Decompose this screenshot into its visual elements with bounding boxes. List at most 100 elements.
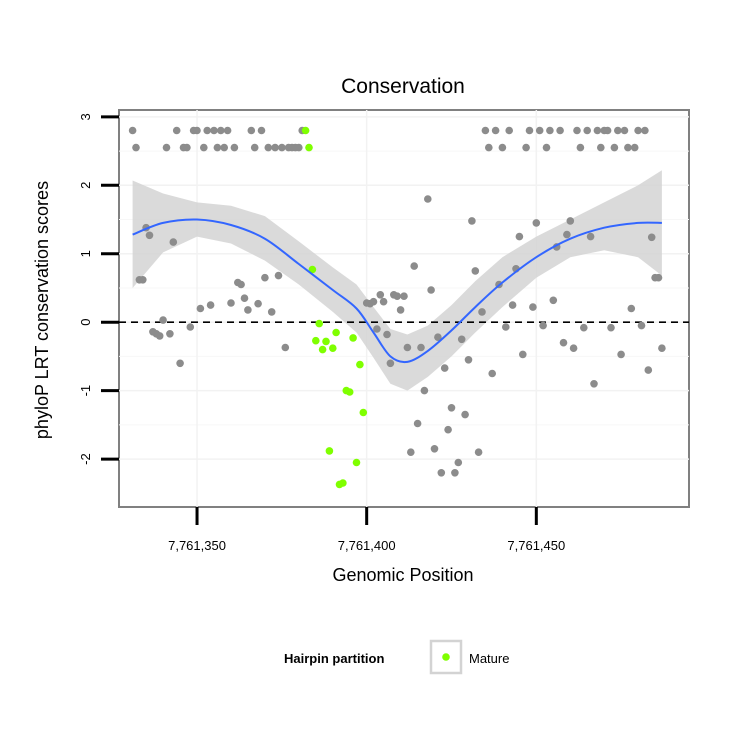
data-point-other bbox=[529, 303, 537, 311]
data-point-other bbox=[566, 217, 575, 225]
x-axis-title: Genomic Position bbox=[332, 565, 473, 585]
data-point-other bbox=[654, 273, 663, 282]
data-point-other bbox=[393, 292, 402, 301]
data-point-other bbox=[403, 343, 412, 352]
data-point-other bbox=[427, 286, 435, 294]
data-point-other bbox=[481, 126, 490, 135]
smooth-fit-layer bbox=[132, 218, 662, 364]
data-point-mature bbox=[305, 143, 313, 152]
legend-key-mature-marker bbox=[442, 653, 450, 661]
data-point-other bbox=[400, 292, 408, 301]
data-point-other bbox=[563, 230, 571, 239]
y-tick-label: 0 bbox=[78, 319, 93, 326]
data-point-mature bbox=[356, 360, 364, 369]
data-point-other bbox=[420, 386, 429, 395]
data-point-other bbox=[535, 126, 544, 135]
data-point-other bbox=[434, 333, 442, 342]
data-point-other bbox=[373, 325, 381, 333]
data-point-other bbox=[424, 195, 432, 203]
data-point-other bbox=[525, 126, 534, 135]
data-point-other bbox=[281, 343, 290, 352]
data-point-other bbox=[644, 366, 653, 374]
data-point-other bbox=[386, 359, 395, 368]
data-point-other bbox=[556, 126, 564, 135]
data-point-other bbox=[569, 344, 578, 353]
data-point-other bbox=[522, 143, 530, 152]
data-point-other bbox=[624, 143, 632, 152]
data-point-other bbox=[573, 126, 581, 135]
data-point-other bbox=[549, 296, 558, 305]
data-point-mature bbox=[318, 345, 327, 354]
data-point-other bbox=[539, 321, 547, 330]
data-point-other bbox=[369, 297, 378, 306]
data-point-other bbox=[647, 233, 656, 242]
y-axis-title: phyloP LRT conservation scores bbox=[32, 181, 52, 439]
data-point-other bbox=[183, 143, 191, 152]
y-tick-label: 1 bbox=[78, 250, 93, 257]
data-point-other bbox=[206, 301, 215, 309]
data-point-other bbox=[267, 308, 276, 316]
data-point-other bbox=[444, 425, 452, 434]
data-point-other bbox=[607, 323, 615, 332]
data-point-other bbox=[542, 143, 551, 152]
confidence-band bbox=[132, 170, 662, 391]
data-point-other bbox=[641, 126, 649, 135]
data-point-other bbox=[257, 126, 266, 135]
data-point-mature bbox=[345, 388, 354, 396]
data-point-other bbox=[237, 280, 245, 289]
data-point-mature bbox=[325, 447, 334, 455]
data-point-other bbox=[498, 143, 507, 152]
data-point-other bbox=[583, 126, 591, 135]
data-point-other bbox=[396, 306, 405, 314]
data-point-other bbox=[471, 267, 480, 275]
data-point-other bbox=[454, 458, 463, 467]
data-point-other bbox=[505, 126, 513, 135]
x-tick-label: 7,761,350 bbox=[168, 538, 226, 553]
confidence-band-layer bbox=[132, 170, 662, 391]
y-tick-label: -1 bbox=[78, 385, 93, 397]
data-point-other bbox=[240, 294, 249, 303]
data-point-mature bbox=[349, 334, 357, 342]
data-point-other bbox=[278, 143, 286, 152]
data-point-other bbox=[457, 335, 466, 344]
data-point-other bbox=[166, 330, 174, 338]
data-point-other bbox=[383, 330, 391, 339]
data-point-other bbox=[614, 126, 622, 135]
legend-label-mature: Mature bbox=[469, 651, 509, 666]
data-point-other bbox=[379, 297, 388, 306]
data-point-other bbox=[468, 217, 476, 225]
data-point-other bbox=[176, 359, 184, 368]
data-point-mature bbox=[352, 458, 361, 467]
data-point-other bbox=[220, 143, 228, 152]
data-point-other bbox=[580, 323, 588, 332]
data-point-other bbox=[210, 126, 218, 135]
data-point-other bbox=[590, 380, 598, 388]
x-tick-label: 7,761,400 bbox=[338, 538, 396, 553]
data-point-other bbox=[627, 304, 636, 313]
data-point-mature bbox=[315, 319, 324, 328]
data-point-other bbox=[223, 126, 232, 135]
data-point-other bbox=[485, 143, 493, 152]
y-tick-label: 3 bbox=[78, 113, 93, 120]
data-point-other bbox=[491, 126, 500, 135]
data-point-mature bbox=[329, 344, 337, 353]
data-point-other bbox=[128, 126, 137, 135]
y-tick-label: -2 bbox=[78, 453, 93, 465]
data-point-other bbox=[546, 126, 554, 135]
data-point-other bbox=[519, 350, 527, 359]
data-point-other bbox=[451, 469, 459, 477]
data-point-other bbox=[461, 410, 469, 419]
data-point-other bbox=[447, 404, 456, 412]
data-point-other bbox=[597, 143, 605, 152]
data-point-other bbox=[576, 143, 585, 152]
data-point-other bbox=[254, 299, 262, 308]
data-point-other bbox=[437, 469, 446, 477]
data-point-other bbox=[637, 321, 646, 330]
data-point-other bbox=[274, 271, 283, 280]
data-point-other bbox=[159, 316, 167, 324]
data-point-mature bbox=[301, 126, 310, 135]
data-point-other bbox=[295, 143, 303, 152]
data-point-other bbox=[376, 291, 385, 299]
data-point-other bbox=[162, 143, 171, 152]
data-point-other bbox=[478, 308, 486, 316]
